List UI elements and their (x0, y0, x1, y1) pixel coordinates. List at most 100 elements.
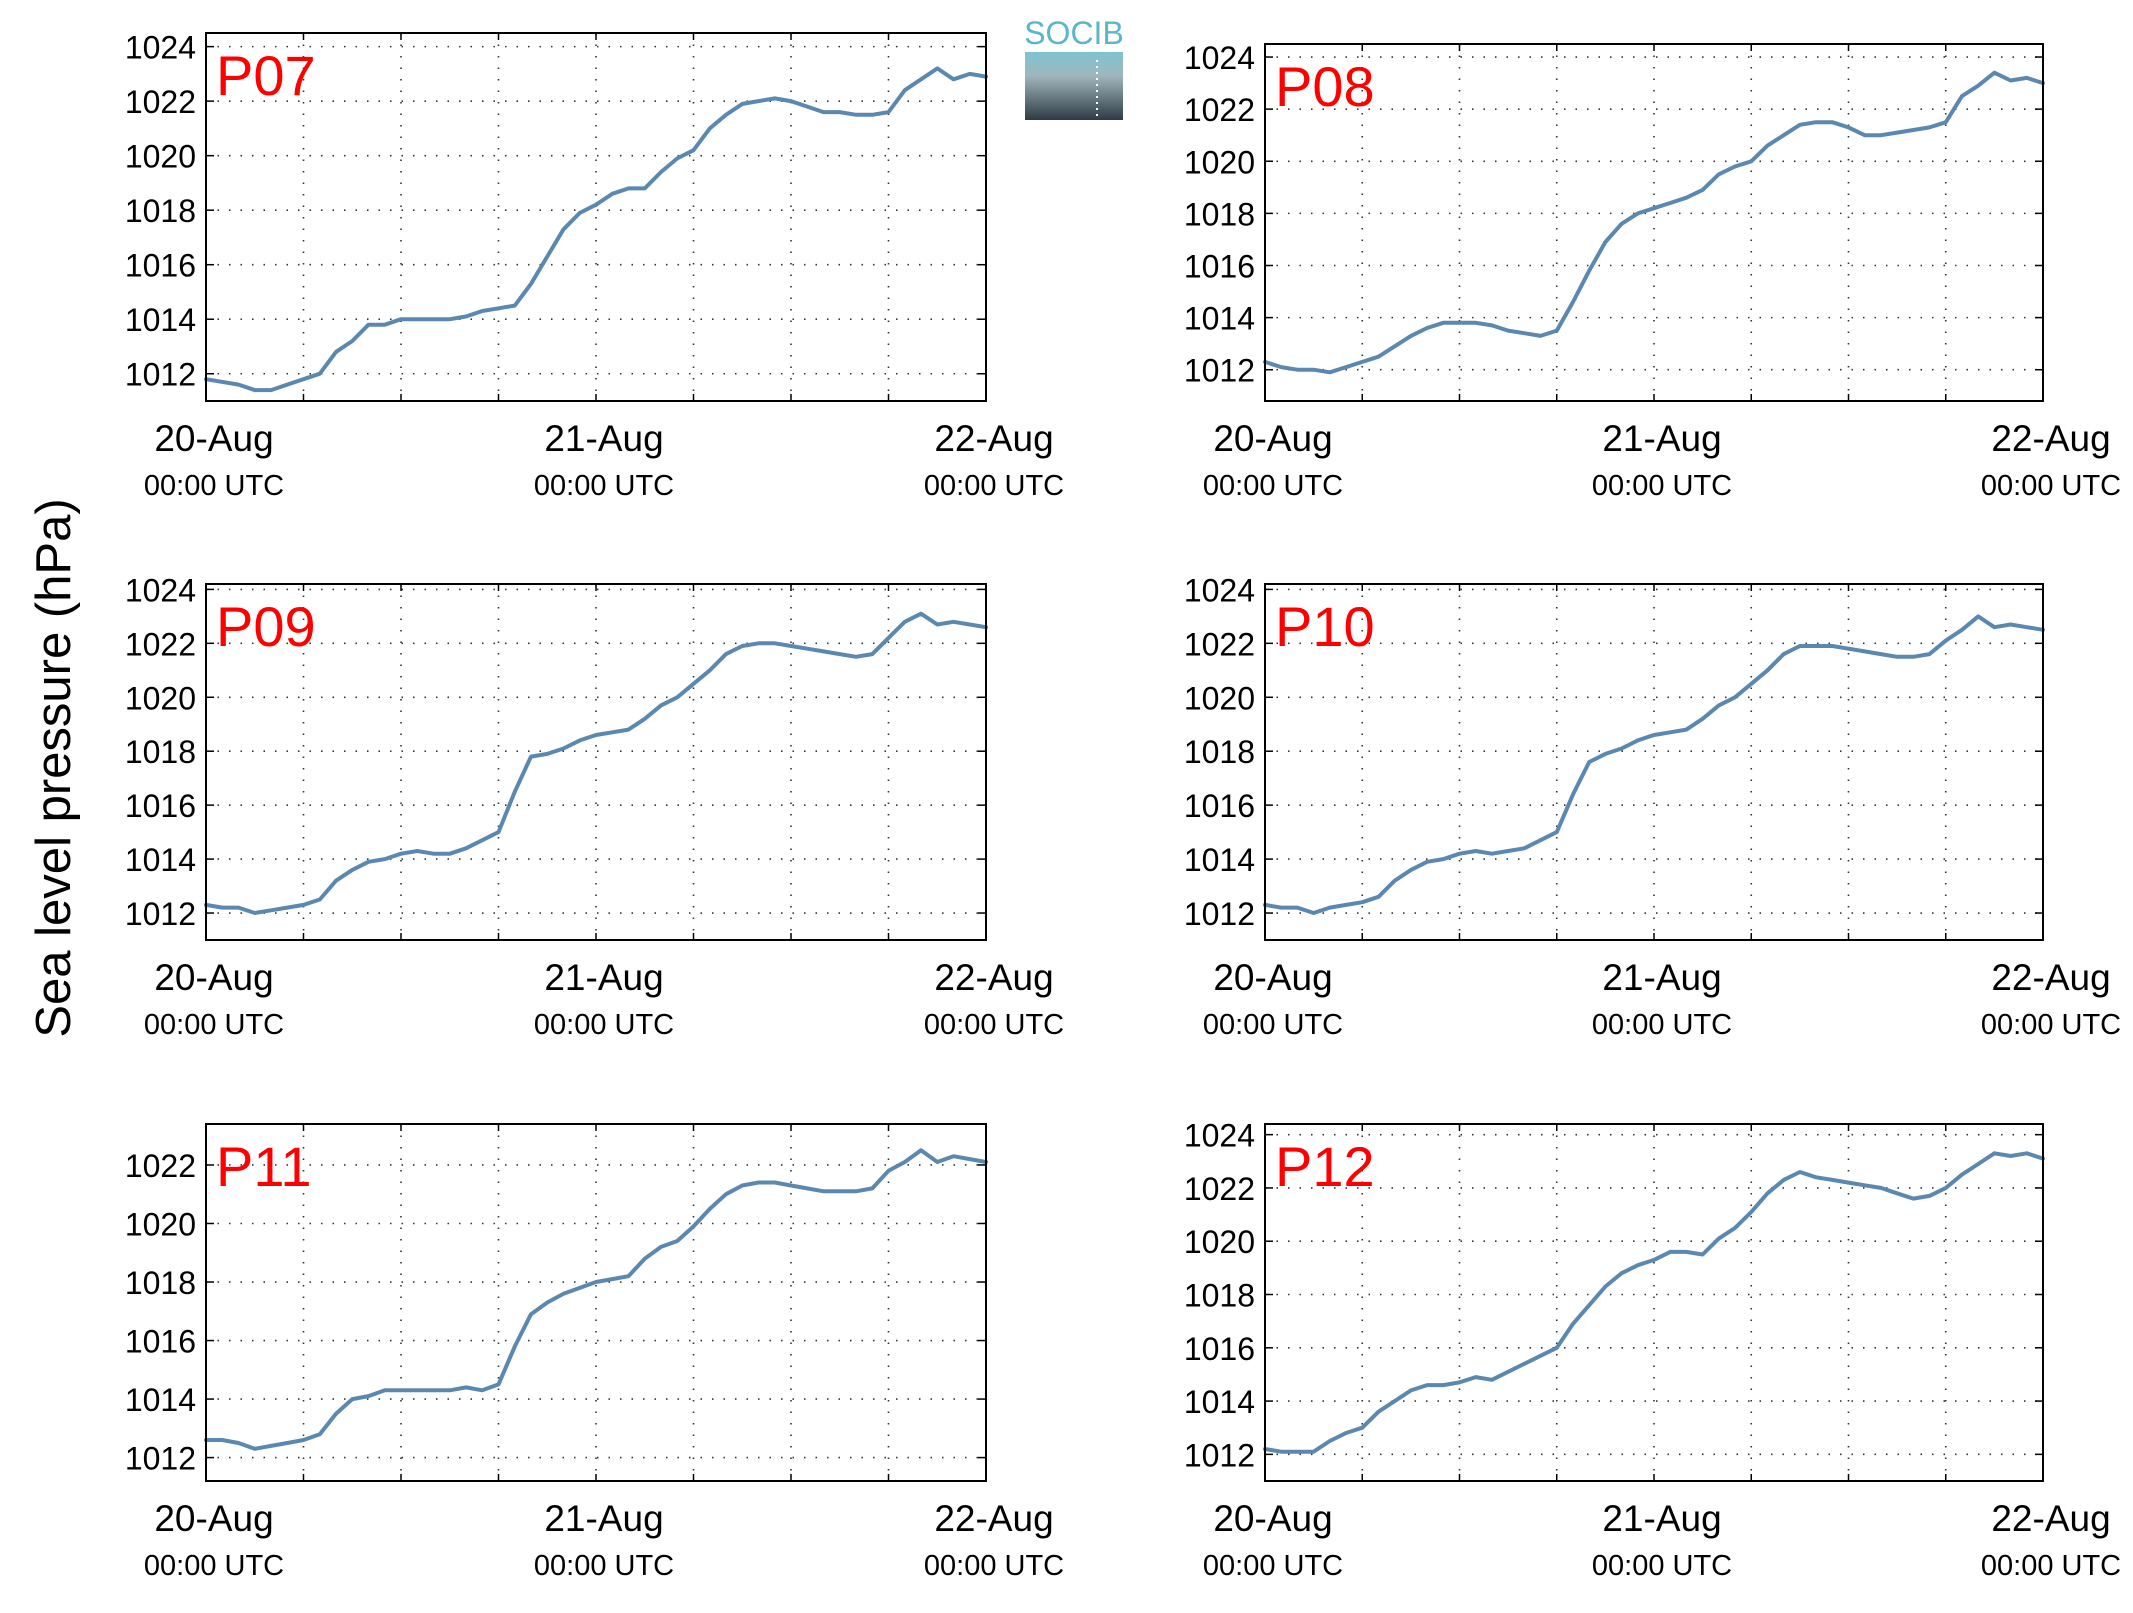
y-tick-label: 1022 (1184, 92, 1255, 128)
y-tick-label: 1012 (125, 896, 196, 932)
subplot-p11: 1012 1014 1016 1018 1020 1022 P11 20-Aug 00:00 U… (125, 1123, 1064, 1582)
y-tick-label: 1016 (1184, 1331, 1255, 1367)
y-tick-label: 1012 (1184, 1437, 1255, 1473)
x-tick-time: 00:00 UTC (144, 1009, 284, 1041)
station-label-p11: P11 (216, 1135, 311, 1198)
y-tick-label: 1016 (1184, 248, 1255, 284)
x-tick-time: 00:00 UTC (1203, 470, 1343, 502)
station-label-p08: P08 (1275, 55, 1375, 118)
y-tick-label: 1014 (125, 302, 196, 338)
y-tick-label: 1018 (125, 193, 196, 229)
y-tick-label: 1018 (1184, 1278, 1255, 1314)
axes-frame (205, 32, 987, 402)
y-tick-label: 1018 (125, 734, 196, 770)
axes-frame (1264, 583, 2044, 941)
y-tick-label: 1016 (125, 788, 196, 824)
y-tick-label: 1022 (1184, 1171, 1255, 1207)
y-tick-label: 1018 (1184, 196, 1255, 232)
y-tick-label: 1012 (125, 1441, 196, 1477)
subplot-panels: 1012 1014 1016 1018 1020 1022 1024 P07 20-Aug 00:… (125, 30, 2121, 1582)
y-tick-label: 1012 (1184, 896, 1255, 932)
y-tick-label: 1020 (1184, 144, 1255, 180)
y-tick-label: 1022 (125, 626, 196, 662)
x-tick-date: 21-Aug (544, 418, 663, 459)
y-tick-label: 1020 (1184, 1224, 1255, 1260)
axes-frame (205, 1123, 987, 1482)
series-line-p12 (1263, 1151, 2045, 1454)
y-tick-label: 1022 (125, 1148, 196, 1184)
x-tick-time: 00:00 UTC (144, 1550, 284, 1582)
y-tick-label: 1012 (1184, 353, 1255, 389)
y-tick-label: 1014 (1184, 301, 1255, 337)
x-tick-date: 20-Aug (154, 1498, 273, 1539)
station-label-p09: P09 (216, 595, 316, 658)
x-tick-date: 21-Aug (1602, 418, 1721, 459)
y-tick-label: 1024 (1184, 572, 1255, 608)
subplot-p12: 1012 1014 1016 1018 1020 1022 1024 P12 20-Aug 00:… (1184, 1118, 2121, 1582)
y-tick-label: 1016 (125, 1324, 196, 1360)
x-tick-date: 21-Aug (544, 957, 663, 998)
y-tick-label: 1020 (125, 139, 196, 175)
x-tick-date: 21-Aug (544, 1498, 663, 1539)
x-tick-time: 00:00 UTC (924, 1009, 1064, 1041)
x-tick-date: 20-Aug (1213, 418, 1332, 459)
socib-logo-text: SOCIB (1024, 15, 1124, 51)
x-tick-date: 20-Aug (154, 957, 273, 998)
y-tick-label: 1022 (125, 84, 196, 120)
y-tick-label: 1012 (125, 357, 196, 393)
x-tick-date: 22-Aug (934, 418, 1053, 459)
x-tick-time: 00:00 UTC (534, 1550, 674, 1582)
y-tick-label: 1020 (1184, 680, 1255, 716)
x-tick-date: 20-Aug (154, 418, 273, 459)
axes-frame (205, 583, 987, 941)
socib-logo: SOCIB (1024, 15, 1124, 120)
series-line-p08 (1263, 70, 2045, 375)
x-tick-time: 00:00 UTC (1592, 1550, 1732, 1582)
x-tick-time: 00:00 UTC (1592, 470, 1732, 502)
x-tick-date: 21-Aug (1602, 957, 1721, 998)
x-tick-time: 00:00 UTC (1981, 1550, 2121, 1582)
x-tick-date: 20-Aug (1213, 957, 1332, 998)
y-tick-label: 1024 (125, 572, 196, 608)
subplot-p08: 1012 1014 1016 1018 1020 1022 1024 P08 20-Aug 00:… (1184, 40, 2121, 502)
station-label-p07: P07 (216, 44, 316, 107)
y-tick-label: 1014 (1184, 1384, 1255, 1420)
x-tick-date: 21-Aug (1602, 1498, 1721, 1539)
axes-frame (1264, 43, 2044, 402)
x-tick-time: 00:00 UTC (1981, 470, 2121, 502)
subplot-p07: 1012 1014 1016 1018 1020 1022 1024 P07 20-Aug 00:… (125, 30, 1064, 502)
x-tick-time: 00:00 UTC (1203, 1009, 1343, 1041)
y-tick-label: 1022 (1184, 626, 1255, 662)
y-tick-label: 1014 (1184, 842, 1255, 878)
x-tick-time: 00:00 UTC (534, 470, 674, 502)
x-tick-date: 22-Aug (1991, 1498, 2110, 1539)
x-tick-date: 20-Aug (1213, 1498, 1332, 1539)
x-tick-time: 00:00 UTC (1592, 1009, 1732, 1041)
station-label-p12: P12 (1275, 1135, 1375, 1198)
x-tick-time: 00:00 UTC (1981, 1009, 2121, 1041)
y-tick-label: 1018 (125, 1265, 196, 1301)
x-tick-time: 00:00 UTC (924, 1550, 1064, 1582)
y-tick-label: 1014 (125, 1382, 196, 1418)
station-label-p10: P10 (1275, 595, 1375, 658)
y-tick-label: 1018 (1184, 734, 1255, 770)
series-line-p09 (204, 611, 988, 915)
x-tick-time: 00:00 UTC (144, 470, 284, 502)
y-tick-label: 1024 (1184, 1118, 1255, 1154)
subplot-p10: 1012 1014 1016 1018 1020 1022 1024 P10 20-Aug 00:… (1184, 572, 2121, 1041)
x-tick-time: 00:00 UTC (924, 470, 1064, 502)
series-line-p11 (204, 1148, 988, 1451)
y-tick-label: 1016 (125, 248, 196, 284)
y-tick-label: 1024 (125, 30, 196, 66)
x-tick-date: 22-Aug (934, 1498, 1053, 1539)
figure-ylabel: Sea level pressure (hPa) (27, 498, 81, 1037)
y-tick-label: 1016 (1184, 788, 1255, 824)
x-tick-time: 00:00 UTC (1203, 1550, 1343, 1582)
subplot-p09: 1012 1014 1016 1018 1020 1022 1024 P09 20-Aug 00:… (125, 572, 1064, 1041)
series-line-p07 (204, 66, 988, 393)
x-tick-date: 22-Aug (934, 957, 1053, 998)
y-tick-label: 1020 (125, 1206, 196, 1242)
y-tick-label: 1020 (125, 680, 196, 716)
